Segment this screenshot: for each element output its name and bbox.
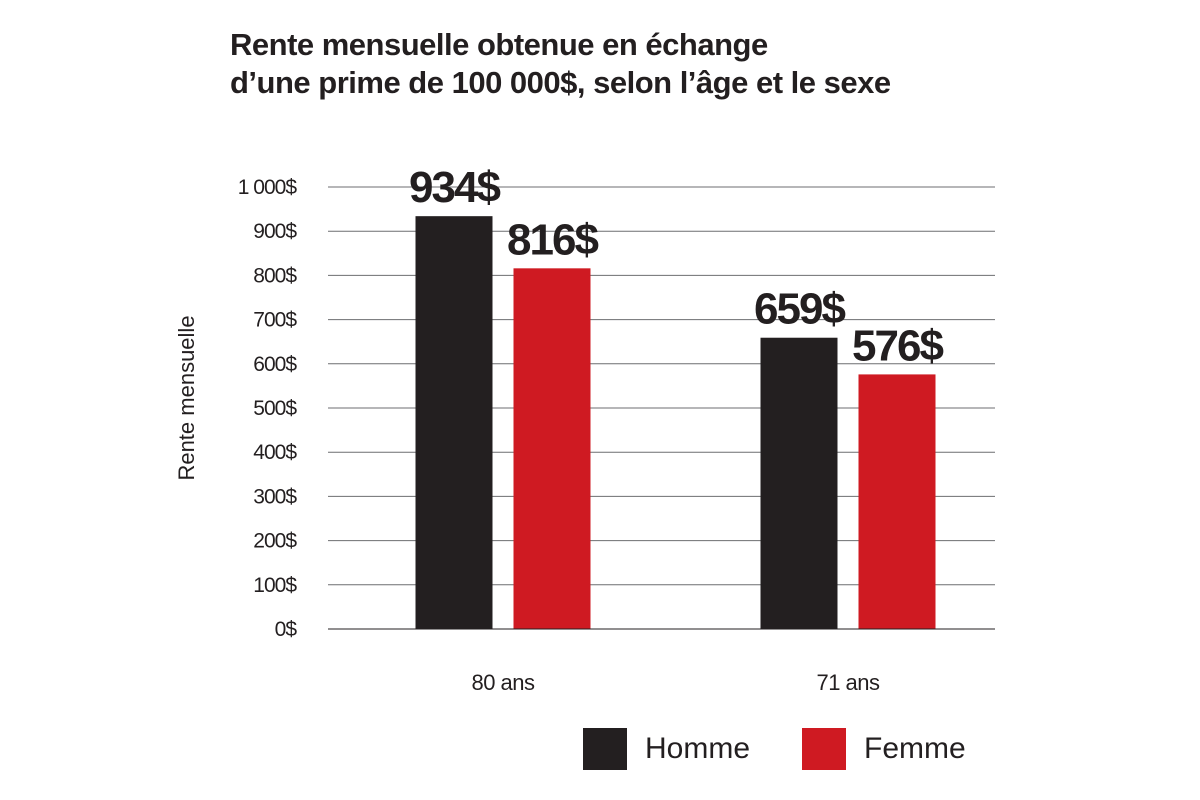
y-tick-label: 400$ (253, 441, 297, 464)
legend: Homme Femme (583, 728, 1018, 770)
bar-homme-1 (415, 216, 493, 629)
x-category-label: 71 ans (816, 670, 880, 695)
y-tick-label: 200$ (253, 530, 297, 553)
y-tick-label: 1 000$ (238, 176, 298, 199)
y-tick-label: 600$ (253, 353, 297, 376)
legend-swatch-femme (802, 728, 847, 770)
chart-title-line-1: Rente mensuelle obtenue en échange (230, 27, 768, 62)
data-label: 934$ (409, 163, 500, 212)
y-tick-label: 900$ (253, 220, 297, 243)
y-axis-label: Rente mensuelle (174, 315, 199, 480)
bar-femme-1 (513, 268, 591, 629)
data-label: 576$ (852, 321, 943, 370)
y-tick-label: 300$ (253, 485, 297, 508)
y-tick-label: 100$ (253, 574, 297, 597)
y-tick-label: 700$ (253, 309, 297, 332)
legend-item-femme: Femme (802, 728, 966, 770)
legend-swatch-homme (583, 728, 627, 770)
y-tick-label: 0$ (275, 618, 298, 641)
legend-item-homme: Homme (583, 728, 750, 770)
y-tick-label: 800$ (253, 264, 297, 287)
x-category-label: 80 ans (471, 670, 535, 695)
y-tick-label: 500$ (253, 397, 297, 420)
bar-femme-2 (858, 374, 936, 629)
chart-title: Rente mensuelle obtenue en échange d’une… (230, 26, 891, 102)
legend-label-homme: Homme (645, 732, 751, 765)
chart-title-line-2: d’une prime de 100 000$, selon l’âge et … (230, 65, 891, 100)
bar-homme-2 (760, 337, 838, 629)
data-label: 659$ (754, 285, 845, 334)
legend-label-femme: Femme (864, 732, 966, 765)
data-label: 816$ (507, 215, 598, 264)
